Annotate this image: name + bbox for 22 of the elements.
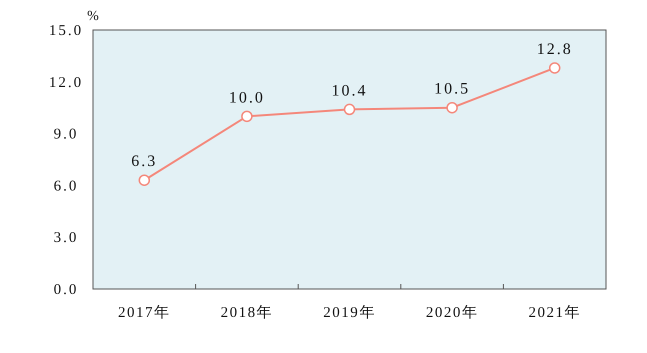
point	[138, 174, 150, 186]
y-tick-label: 9.0	[54, 126, 78, 143]
y-tick-label: 15.0	[48, 23, 84, 39]
y-tick-label: 3.0	[54, 230, 78, 246]
y-axis-title: %	[87, 9, 100, 24]
text: 12.8	[536, 40, 573, 58]
y-tick-label: 12.0	[48, 74, 84, 91]
x-tick-label: 2021年	[528, 304, 581, 321]
x-tick-label: 2018年	[220, 304, 274, 321]
text: 10.5	[434, 80, 470, 98]
y-tick-label: 0.0	[54, 282, 78, 298]
point	[446, 102, 458, 114]
text: 6.3	[131, 153, 158, 170]
point	[344, 104, 356, 116]
x-tick-label: 2020年	[426, 304, 478, 321]
point	[548, 62, 560, 74]
x-tick-label: 2017年	[118, 304, 171, 321]
y-tick-label: 6.0	[54, 178, 78, 194]
text: 10.0	[228, 89, 265, 106]
point	[241, 110, 253, 122]
text: 10.4	[332, 82, 368, 100]
x-tick-label: 2019年	[323, 304, 376, 321]
